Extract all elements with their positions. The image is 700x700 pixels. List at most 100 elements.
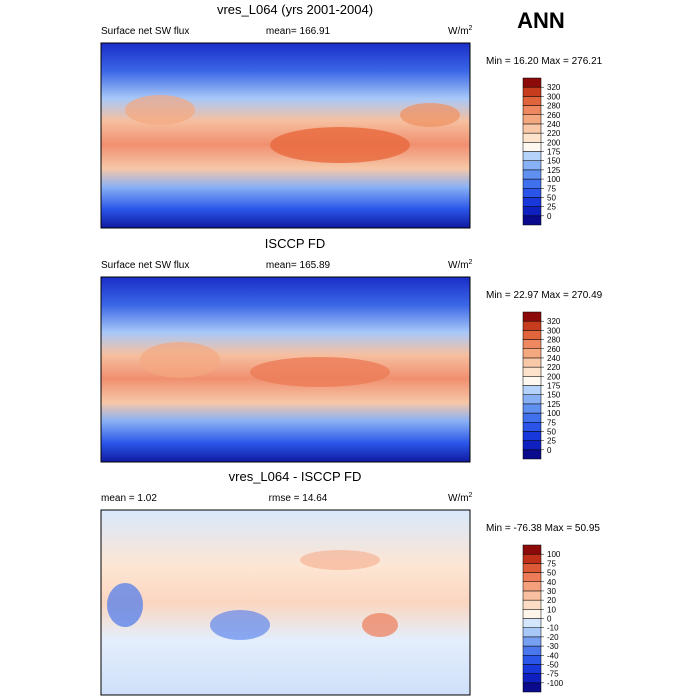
units-text: W/m: [448, 260, 469, 271]
colorbar-box: [522, 86, 542, 97]
colorbar-box: [522, 366, 542, 377]
colorbar-label: 50: [547, 569, 556, 578]
colorbar-box: [522, 627, 542, 638]
colorbar-box: [522, 655, 542, 665]
colorbar-box: [522, 412, 542, 423]
colorbar-label: 25: [547, 203, 556, 212]
panel-title: vres_L064 (yrs 2001-2004): [217, 2, 373, 17]
colorbar-label: 75: [547, 418, 556, 427]
colorbar-box: [522, 572, 542, 582]
colorbar-box: [522, 311, 542, 322]
colorbar-box: [522, 673, 542, 684]
colorbar-box: [522, 440, 542, 451]
colorbar-box: [522, 96, 542, 106]
colorbar-box: [522, 77, 542, 88]
colorbar-box: [522, 215, 542, 226]
colorbar-label: 220: [547, 363, 561, 372]
min-max: Min = -76.38 Max = 50.95: [486, 523, 600, 534]
units-sup: 2: [469, 259, 473, 266]
colorbar-box: [522, 169, 542, 180]
colorbar-label: 220: [547, 129, 561, 138]
units-text: W/m: [448, 26, 469, 37]
units-text: W/m: [448, 493, 469, 504]
colorbar-box: [522, 590, 542, 601]
colorbar-box: [522, 682, 542, 693]
left-label: Surface net SW flux: [101, 260, 189, 271]
min-max: Min = 16.20 Max = 276.21: [486, 56, 603, 67]
colorbar-label: -50: [547, 660, 559, 669]
colorbar-box: [522, 636, 542, 647]
colorbar-label: 280: [547, 336, 561, 345]
colorbar-box: [522, 609, 542, 619]
panel-title: ISCCP FD: [265, 236, 325, 251]
colorbar-label: 40: [547, 578, 556, 587]
colorbar-label: 150: [547, 391, 561, 400]
colorbar-box: [522, 645, 542, 656]
colorbar-box: [522, 664, 542, 674]
colorbar-label: 300: [547, 92, 561, 101]
colorbar-box: [522, 160, 542, 171]
colorbar-label: 50: [547, 427, 556, 436]
left-label: Surface net SW flux: [101, 26, 189, 37]
colorbar-box: [522, 431, 542, 441]
colorbar-label: 280: [547, 102, 561, 111]
colorbar-label: -75: [547, 670, 559, 679]
colorbar-box: [522, 599, 542, 610]
colorbar-label: 25: [547, 437, 556, 446]
colorbar-box: [522, 197, 542, 207]
colorbar-box: [522, 132, 542, 143]
colorbar-label: 200: [547, 372, 561, 381]
colorbar-box: [522, 178, 542, 189]
map-2: [100, 276, 471, 463]
colorbar-label: 125: [547, 166, 561, 175]
colorbar-label: 240: [547, 354, 561, 363]
units-sup: 2: [469, 25, 473, 32]
colorbar-box: [522, 188, 542, 198]
colorbar-label: -30: [547, 642, 559, 651]
colorbar-box: [522, 422, 542, 432]
colorbar-box: [522, 339, 542, 349]
colorbar-label: 20: [547, 596, 556, 605]
colorbar-box: [522, 618, 542, 628]
colorbar-label: 240: [547, 120, 561, 129]
colorbar-box: [522, 553, 542, 564]
colorbar-label: 260: [547, 111, 561, 120]
colorbar-label: 100: [547, 409, 561, 418]
units: W/m2: [448, 492, 473, 504]
colorbar-label: 30: [547, 587, 556, 596]
colorbar-box: [522, 385, 542, 395]
center-label: mean= 165.89: [266, 260, 331, 271]
season-label: ANN: [517, 8, 565, 33]
colorbar-box: [522, 105, 542, 115]
colorbar-box: [522, 151, 542, 161]
colorbar-label: -100: [547, 679, 564, 688]
colorbar-box: [522, 563, 542, 573]
colorbar-box: [522, 348, 542, 359]
colorbar-box: [522, 320, 542, 331]
colorbar-box: [522, 581, 542, 592]
colorbar-label: 100: [547, 550, 561, 559]
colorbar-box: [522, 357, 542, 368]
colorbar-label: 0: [547, 212, 552, 221]
colorbar-label: 320: [547, 83, 561, 92]
colorbar-box: [522, 330, 542, 340]
colorbar-label: 175: [547, 148, 561, 157]
colorbar-box: [522, 206, 542, 217]
left-label: mean = 1.02: [101, 493, 157, 504]
colorbar-label: 320: [547, 317, 561, 326]
colorbar-label: 75: [547, 559, 556, 568]
colorbar-label: 150: [547, 157, 561, 166]
colorbar-label: 75: [547, 184, 556, 193]
colorbar-label: 50: [547, 193, 556, 202]
colorbar-box: [522, 544, 542, 555]
map-3: [100, 509, 471, 696]
colorbar-box: [522, 449, 542, 460]
colorbar-label: 0: [547, 446, 552, 455]
units-sup: 2: [469, 492, 473, 499]
colorbar-label: 260: [547, 345, 561, 354]
colorbar-box: [522, 114, 542, 125]
colorbar-box: [522, 142, 542, 152]
colorbar-label: 0: [547, 615, 552, 624]
panel-title: vres_L064 - ISCCP FD: [229, 469, 362, 484]
